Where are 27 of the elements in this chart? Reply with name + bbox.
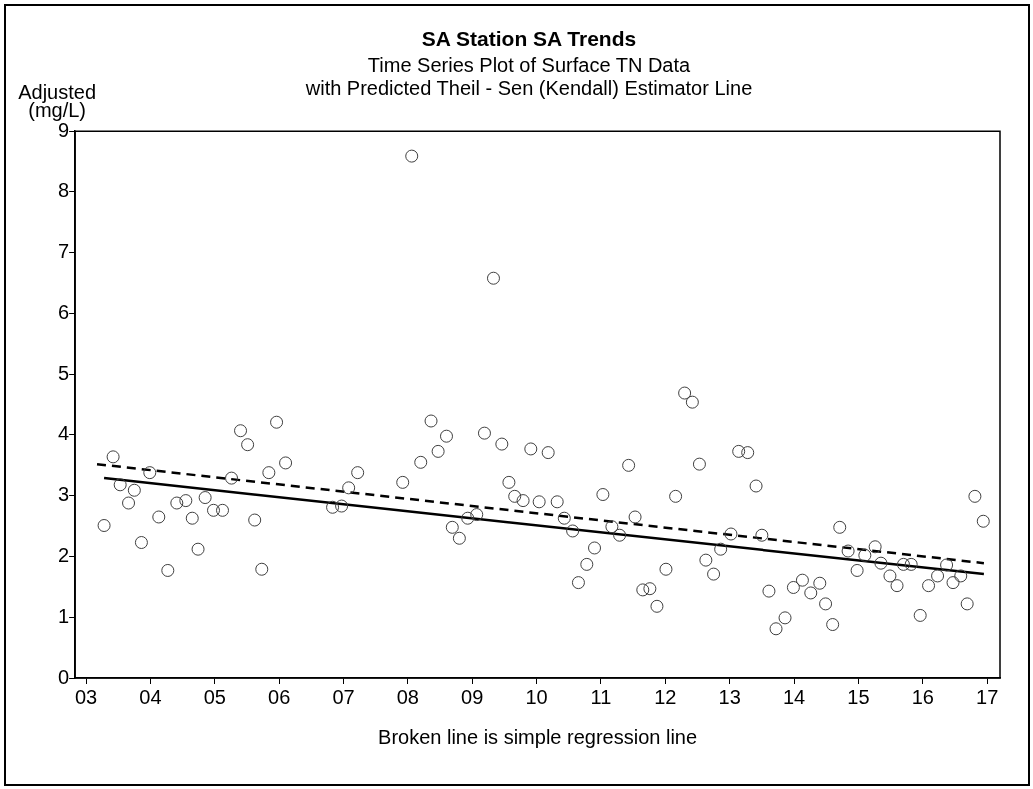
x-tick-label: 10	[525, 685, 548, 708]
y-tick-label: 1	[58, 604, 70, 627]
x-tick-label: 15	[847, 685, 870, 708]
x-tick-label: 09	[461, 685, 484, 708]
y-tick-label: 8	[58, 179, 70, 202]
x-tick-label: 14	[782, 685, 806, 708]
x-axis-title: Broken line is simple regression line	[378, 725, 698, 748]
chart-title: SA Station SA Trends	[421, 27, 637, 51]
y-tick-label: 6	[58, 300, 70, 323]
x-tick-label: 16	[911, 685, 934, 708]
x-tick-label: 13	[718, 685, 741, 708]
y-tick-label: 7	[58, 240, 70, 263]
y-tick-label: 4	[58, 422, 70, 445]
y-tick-label: 3	[58, 483, 70, 506]
y-tick-label: 0	[58, 665, 70, 688]
x-tick-label: 11	[590, 685, 612, 708]
x-tick-label: 08	[396, 685, 419, 708]
x-tick-label: 03	[74, 685, 98, 708]
x-tick-label: 05	[203, 685, 226, 708]
chart-subtitle: Time Series Plot of Surface TN Data with Predicted Theil - Sen (Kendall) Estimator Line	[304, 54, 753, 100]
y-tick-label: 2	[58, 544, 70, 566]
x-tick-label: 04	[139, 685, 162, 708]
x-tick-label: 17	[976, 685, 999, 708]
x-tick-label: 07	[332, 685, 355, 708]
x-tick-label: 12	[654, 685, 677, 708]
y-tick-label: 5	[58, 361, 70, 384]
x-tick-label: 06	[268, 685, 291, 708]
